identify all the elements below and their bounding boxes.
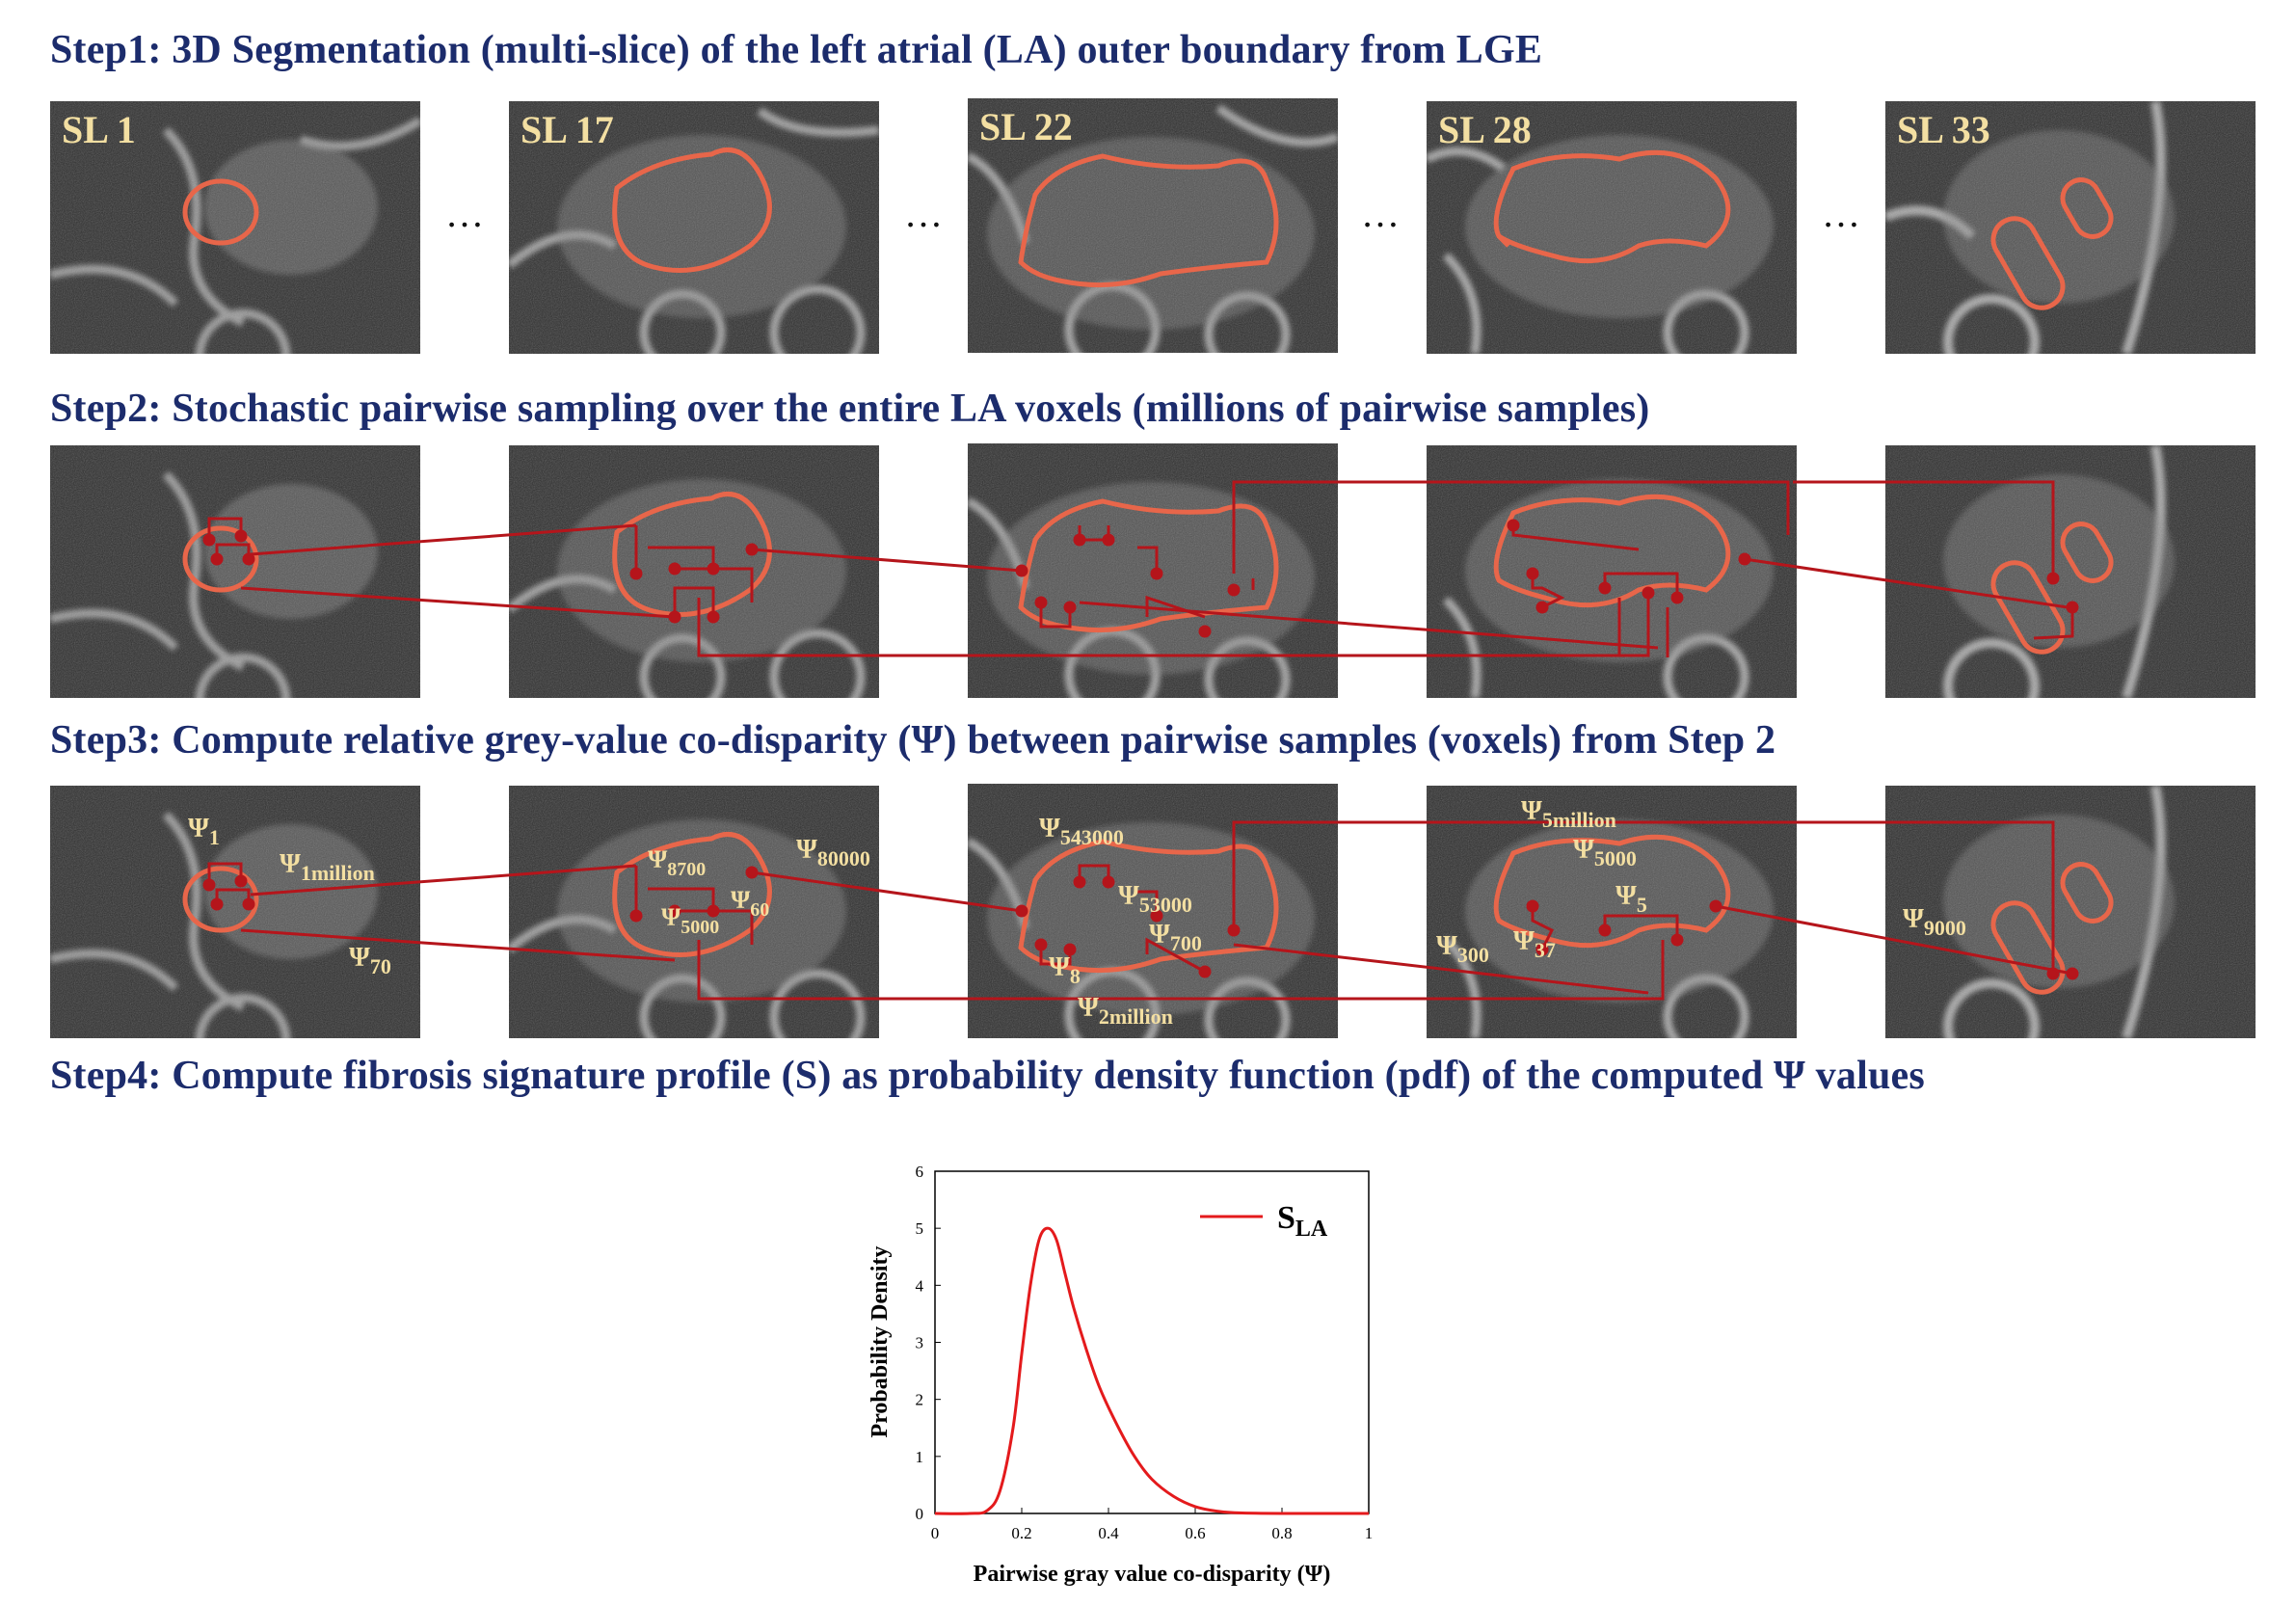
la-contour: [182, 178, 259, 246]
mri-slice-1-image: [50, 101, 420, 354]
x-tick-label: 1: [1365, 1524, 1374, 1542]
x-tick-label: 0: [931, 1524, 940, 1542]
mri-slice-28: SL 28: [1427, 101, 1797, 354]
y-tick-label: 0: [916, 1505, 924, 1523]
step4-title: Step4: Compute fibrosis signature profil…: [50, 1054, 1925, 1098]
sampling-slice-22: [968, 443, 1338, 698]
la-contour: [1990, 177, 2114, 310]
x-tick-label: 0.8: [1271, 1524, 1292, 1542]
x-tick-label: 0.2: [1011, 1524, 1031, 1542]
psi-slice-28: [1427, 786, 1797, 1038]
y-axis-ticks: 0 1 2 3 4 5 6: [916, 1163, 941, 1523]
step1-title: Step1: 3D Segmentation (multi-slice) of …: [50, 28, 1543, 72]
series-sla-line: [934, 1226, 1370, 1515]
mri-slice-33-image: [1885, 101, 2256, 354]
y-tick-label: 3: [916, 1334, 924, 1352]
sampling-slice-28-image: [1427, 445, 1797, 698]
x-tick-label: 0.4: [1098, 1524, 1119, 1542]
y-tick-label: 5: [916, 1219, 924, 1238]
mri-slice-22: SL 22: [968, 98, 1338, 353]
mri-slice-33: SL 33: [1885, 101, 2256, 354]
y-tick-label: 1: [916, 1448, 924, 1466]
ellipsis-4: …: [1822, 192, 1860, 235]
sampling-slice-33-image: [1885, 445, 2256, 698]
y-tick-label: 4: [916, 1276, 924, 1295]
legend: SLA: [1200, 1200, 1328, 1242]
ellipsis-2: …: [904, 192, 943, 235]
step3-title: Step3: Compute relative grey-value co-di…: [50, 718, 1776, 763]
sampling-slice-1: [50, 445, 420, 698]
y-axis-label: Probability Density: [868, 1246, 893, 1438]
mri-slice-22-image: [968, 98, 1338, 353]
psi-slice-33: [1885, 786, 2256, 1038]
sampling-slice-28: [1427, 445, 1797, 698]
slice-label: SL 33: [1897, 108, 1990, 151]
sampling-slice-22-image: [968, 443, 1338, 698]
psi-slice-28-image: [1427, 786, 1797, 1038]
la-contour: [1018, 153, 1279, 288]
mri-slice-17: SL 17: [509, 101, 879, 354]
psi-slice-17-image: [509, 786, 879, 1038]
x-tick-label: 0.6: [1185, 1524, 1205, 1542]
mri-slice-17-image: [509, 101, 879, 354]
pdf-chart: 0 0.2 0.4 0.6 0.8 1 0 1 2 3 4 5 6 SLA Pairwise gray…: [848, 1157, 1388, 1600]
x-axis-label: Pairwise gray value co-disparity (Ψ): [974, 1562, 1331, 1587]
slice-label: SL 28: [1438, 108, 1532, 151]
x-axis-ticks: 0 0.2 0.4 0.6 0.8 1: [931, 1508, 1374, 1542]
legend-label: SLA: [1277, 1200, 1328, 1242]
mri-slice-1: SL 1: [50, 101, 420, 354]
sampling-slice-33: [1885, 445, 2256, 698]
y-tick-label: 6: [916, 1163, 924, 1181]
psi-slice-22-image: [968, 784, 1338, 1038]
la-contour: [612, 147, 772, 274]
la-contour: [1493, 149, 1731, 264]
step2-title: Step2: Stochastic pairwise sampling over…: [50, 387, 1650, 431]
psi-slice-22: [968, 784, 1338, 1038]
slice-label: SL 22: [979, 105, 1073, 148]
psi-slice-33-image: [1885, 786, 2256, 1038]
psi-slice-1: [50, 786, 420, 1038]
psi-slice-1-image: [50, 786, 420, 1038]
slice-label: SL 17: [521, 108, 614, 151]
y-tick-label: 2: [916, 1391, 924, 1409]
sampling-slice-17-image: [509, 445, 879, 698]
ellipsis-3: …: [1361, 192, 1400, 235]
ellipsis-1: …: [445, 192, 484, 235]
sampling-slice-1-image: [50, 445, 420, 698]
psi-slice-17: [509, 786, 879, 1038]
pdf-chart-svg: 0 0.2 0.4 0.6 0.8 1 0 1 2 3 4 5 6 SLA Pairwise gray…: [868, 1163, 1374, 1587]
slice-label: SL 1: [62, 108, 136, 151]
mri-slice-28-image: [1427, 101, 1797, 354]
sampling-slice-17: [509, 445, 879, 698]
